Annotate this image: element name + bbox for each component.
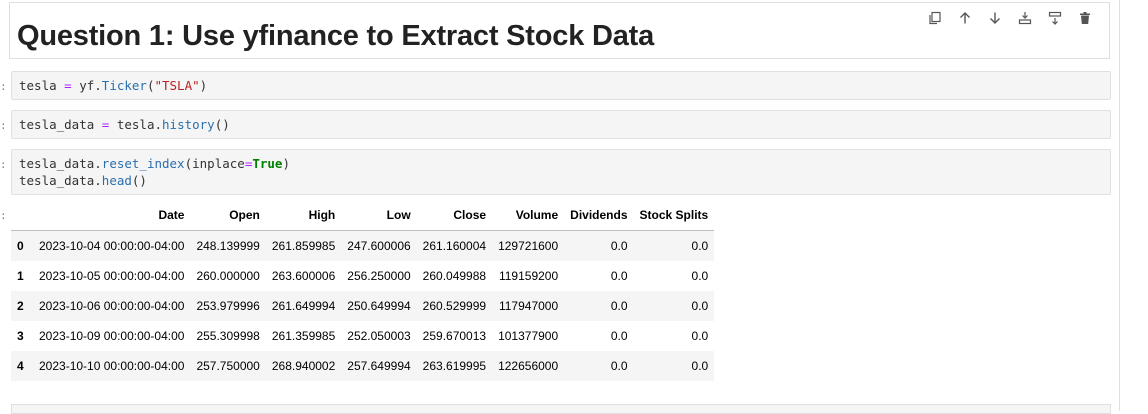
table-header-row: Date Open High Low Close Volume Dividend… — [11, 200, 715, 231]
code-line: tesla_data.head() — [19, 173, 147, 188]
cell-volume: 117947000 — [498, 299, 559, 313]
cell-low: 247.600006 — [347, 239, 411, 253]
code-line: tesla_data.reset_index(inplace=True) — [19, 156, 290, 171]
cell-close: 259.670013 — [422, 329, 487, 343]
cell-prompt: : — [0, 80, 7, 93]
table-row: 3 2023-10-09 00:00:00-04:00 255.309998 2… — [11, 321, 715, 351]
cell-high: 261.649994 — [271, 299, 336, 313]
column-header — [11, 200, 33, 231]
arrow-up-icon — [960, 12, 970, 24]
output-prompt: : — [0, 209, 7, 222]
markdown-cell[interactable]: Question 1: Use yfinance to Extract Stoc… — [9, 2, 1110, 59]
cell-volume: 101377900 — [498, 329, 559, 343]
cell-dividends: 0.0 — [610, 359, 628, 373]
column-header: High — [265, 200, 342, 231]
duplicate-cell-button[interactable] — [923, 8, 947, 28]
cell-high: 268.940002 — [271, 359, 336, 373]
cell-volume: 129721600 — [498, 239, 559, 253]
cell-splits: 0.0 — [691, 299, 709, 313]
question-heading: Question 1: Use yfinance to Extract Stoc… — [17, 20, 655, 52]
cell-splits: 0.0 — [691, 239, 709, 253]
column-header: Date — [33, 200, 191, 231]
cell-volume: 119159200 — [498, 269, 559, 283]
cell-dividends: 0.0 — [610, 239, 628, 253]
notebook-scroll-edge — [1119, 0, 1120, 411]
move-down-button[interactable] — [983, 8, 1007, 28]
cell-date: 2023-10-10 00:00:00-04:00 — [39, 359, 185, 373]
cell-prompt: : — [0, 158, 7, 171]
row-index: 2 — [17, 299, 24, 313]
trash-icon — [1080, 12, 1090, 24]
cell-dividends: 0.0 — [610, 329, 628, 343]
cell-high: 261.859985 — [271, 239, 336, 253]
insert-below-button[interactable] — [1043, 8, 1067, 28]
table-row: 1 2023-10-05 00:00:00-04:00 260.000000 2… — [11, 261, 715, 291]
cell-date: 2023-10-09 00:00:00-04:00 — [39, 329, 185, 343]
column-header: Stock Splits — [633, 200, 715, 231]
cell-open: 255.309998 — [196, 329, 260, 343]
row-index: 1 — [17, 269, 24, 283]
arrow-down-icon — [990, 12, 1000, 24]
column-header: Dividends — [564, 200, 634, 231]
cell-splits: 0.0 — [691, 329, 709, 343]
cell-high: 261.359985 — [271, 329, 336, 343]
next-code-cell[interactable] — [11, 404, 1111, 414]
insert-above-icon — [1018, 12, 1032, 25]
table-row: 4 2023-10-10 00:00:00-04:00 257.750000 2… — [11, 351, 715, 381]
code-line: tesla = yf.Ticker("TSLA") — [19, 78, 208, 93]
cell-splits: 0.0 — [691, 359, 709, 373]
cell-toolbar — [923, 8, 1097, 28]
cell-date: 2023-10-05 00:00:00-04:00 — [39, 269, 185, 283]
row-index: 3 — [17, 329, 24, 343]
code-cell-1[interactable]: tesla = yf.Ticker("TSLA") — [11, 71, 1111, 100]
cell-close: 263.619995 — [422, 359, 487, 373]
insert-above-button[interactable] — [1013, 8, 1037, 28]
column-header: Volume — [492, 200, 565, 231]
column-header: Open — [190, 200, 266, 231]
table-row: 0 2023-10-04 00:00:00-04:00 248.139999 2… — [11, 230, 715, 261]
cell-low: 250.649994 — [347, 299, 411, 313]
cell-date: 2023-10-06 00:00:00-04:00 — [39, 299, 185, 313]
cell-close: 261.160004 — [422, 239, 487, 253]
row-index: 0 — [17, 239, 24, 253]
dataframe-table: Date Open High Low Close Volume Dividend… — [11, 200, 715, 381]
output-area: Date Open High Low Close Volume Dividend… — [11, 200, 715, 381]
cell-prompt: : — [0, 119, 7, 132]
code-cell-2[interactable]: tesla_data = tesla.history() — [11, 110, 1111, 139]
cell-open: 260.000000 — [196, 269, 260, 283]
cell-dividends: 0.0 — [610, 269, 628, 283]
cell-low: 256.250000 — [347, 269, 411, 283]
code-line: tesla_data = tesla.history() — [19, 117, 230, 132]
code-cell-3[interactable]: tesla_data.reset_index(inplace=True) tes… — [11, 149, 1111, 195]
table-row: 2 2023-10-06 00:00:00-04:00 253.979996 2… — [11, 291, 715, 321]
cell-low: 257.649994 — [347, 359, 411, 373]
cell-open: 253.979996 — [196, 299, 260, 313]
cell-dividends: 0.0 — [610, 299, 628, 313]
copy-icon — [929, 11, 941, 25]
delete-cell-button[interactable] — [1073, 8, 1097, 28]
cell-splits: 0.0 — [691, 269, 709, 283]
cell-open: 248.139999 — [196, 239, 260, 253]
cell-high: 263.600006 — [271, 269, 336, 283]
cell-low: 252.050003 — [347, 329, 411, 343]
cell-volume: 122656000 — [498, 359, 559, 373]
column-header: Low — [341, 200, 417, 231]
cell-date: 2023-10-04 00:00:00-04:00 — [39, 239, 185, 253]
cell-open: 257.750000 — [196, 359, 260, 373]
cell-close: 260.529999 — [422, 299, 487, 313]
move-up-button[interactable] — [953, 8, 977, 28]
cell-close: 260.049988 — [422, 269, 487, 283]
insert-below-icon — [1048, 11, 1062, 25]
column-header: Close — [416, 200, 493, 231]
row-index: 4 — [17, 359, 24, 373]
